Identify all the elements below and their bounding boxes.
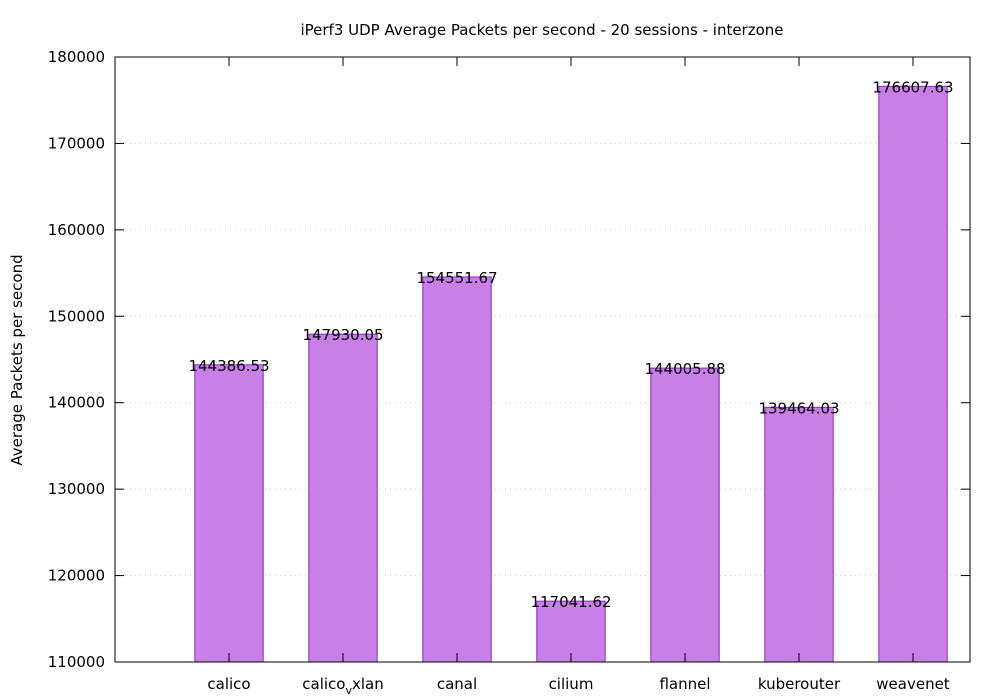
x-tick-label: kuberouter bbox=[758, 675, 841, 693]
x-tick-label: calicovxlan bbox=[302, 675, 383, 697]
bar bbox=[878, 85, 948, 663]
y-tick-label: 160000 bbox=[48, 221, 105, 239]
y-tick-label: 150000 bbox=[48, 307, 105, 325]
plot-frame bbox=[114, 56, 971, 663]
x-tick-label: calico bbox=[207, 675, 250, 693]
y-tick-label: 120000 bbox=[48, 567, 105, 585]
x-tick-label: weavenet bbox=[876, 675, 950, 693]
x-tick-label: canal bbox=[437, 675, 477, 693]
x-tick-labels: calico calicovxlan canal cilium flannel kuber… bbox=[207, 675, 949, 697]
y-tick-label: 180000 bbox=[48, 48, 105, 66]
y-tick-labels: 110000 120000 130000 140000 150000 160000 1700… bbox=[48, 48, 105, 671]
value-labels: 144386.53 147930.05 154551.67 117041.62 1440… bbox=[188, 78, 953, 611]
y-tick-label: 170000 bbox=[48, 134, 105, 152]
axis-ticks bbox=[115, 56, 970, 663]
bar bbox=[764, 406, 834, 663]
x-tick-label: flannel bbox=[659, 675, 710, 693]
value-label: 139464.03 bbox=[758, 399, 839, 417]
value-label: 117041.62 bbox=[530, 593, 611, 611]
value-label: 176607.63 bbox=[872, 78, 953, 96]
x-tick-label: cilium bbox=[549, 675, 594, 693]
chart-title: iPerf3 UDP Average Packets per second - … bbox=[300, 21, 783, 39]
value-label: 144005.88 bbox=[644, 360, 725, 378]
bar bbox=[422, 276, 492, 663]
y-axis-label: Average Packets per second bbox=[8, 254, 26, 465]
y-tick-label: 140000 bbox=[48, 394, 105, 412]
value-label: 154551.67 bbox=[416, 269, 497, 287]
value-label: 144386.53 bbox=[188, 357, 269, 375]
y-tick-label: 110000 bbox=[48, 653, 105, 671]
y-tick-label: 130000 bbox=[48, 480, 105, 498]
bar bbox=[536, 600, 606, 663]
bar bbox=[194, 364, 264, 663]
bar bbox=[308, 333, 378, 663]
bar bbox=[650, 367, 720, 663]
value-label: 147930.05 bbox=[302, 326, 383, 344]
bars bbox=[194, 85, 948, 663]
